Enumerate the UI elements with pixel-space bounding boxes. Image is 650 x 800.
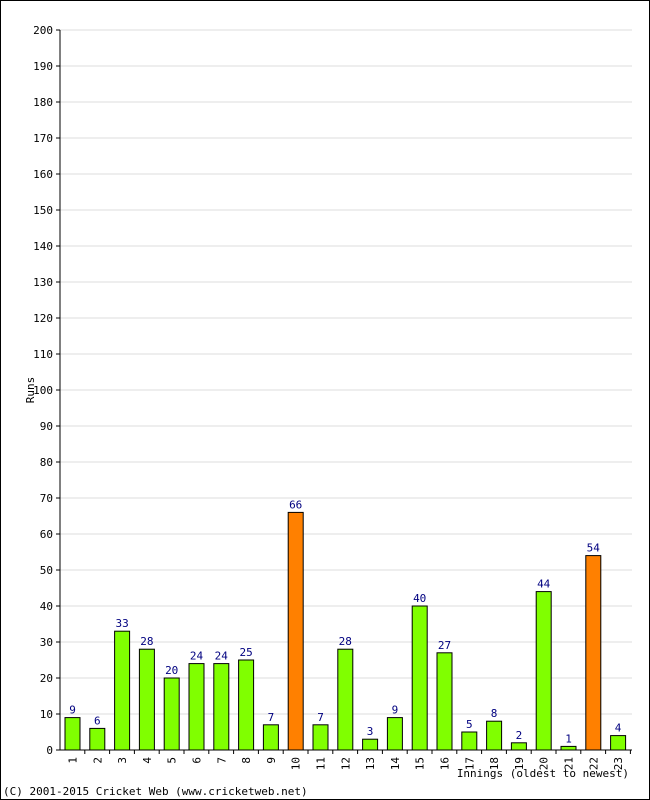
x-tick-label: 22 <box>587 757 600 770</box>
bar-innings-11 <box>312 724 329 751</box>
y-tick-label: 20 <box>40 672 53 685</box>
y-tick-label: 50 <box>40 564 53 577</box>
bar-innings-9 <box>262 724 279 751</box>
x-tick-label: 13 <box>364 757 377 770</box>
x-tick-label: 5 <box>166 757 179 764</box>
x-tick-label: 17 <box>463 757 476 770</box>
bar-innings-6 <box>188 663 205 751</box>
y-tick-label: 110 <box>33 348 53 361</box>
y-tick-label: 170 <box>33 132 53 145</box>
bar-innings-4 <box>138 648 155 751</box>
value-label: 24 <box>215 650 229 663</box>
x-axis-label: Innings (oldest to newest) <box>457 767 629 780</box>
value-label: 6 <box>94 714 101 727</box>
value-label: 4 <box>615 722 622 735</box>
value-label: 8 <box>491 707 498 720</box>
y-tick-label: 190 <box>33 60 53 73</box>
bar-innings-1 <box>64 717 81 751</box>
x-tick-label: 18 <box>488 757 501 770</box>
bar-innings-12 <box>337 648 354 751</box>
x-tick-label: 2 <box>91 757 104 764</box>
x-tick-label: 7 <box>215 757 228 764</box>
bar-innings-13 <box>362 738 379 751</box>
y-tick-label: 160 <box>33 168 53 181</box>
y-axis-label: Runs <box>24 377 37 404</box>
y-tick-label: 100 <box>33 384 53 397</box>
y-tick-label: 140 <box>33 240 53 253</box>
bar-innings-21 <box>560 745 577 751</box>
value-label: 7 <box>317 711 324 724</box>
x-tick-label: 14 <box>389 757 402 771</box>
bar-innings-14 <box>386 717 403 751</box>
bar-innings-3 <box>114 630 131 751</box>
bar-innings-7 <box>213 663 230 751</box>
value-label: 9 <box>69 704 76 717</box>
value-label: 28 <box>339 635 352 648</box>
value-label: 3 <box>367 725 374 738</box>
value-label: 9 <box>392 704 399 717</box>
x-tick-label: 16 <box>439 757 452 770</box>
x-tick-label: 3 <box>116 757 129 764</box>
y-tick-labels: 0 10 20 30 40 50 60 70 80 90 100 110 120 130 140 150 160… <box>33 24 60 757</box>
value-label: 28 <box>140 635 153 648</box>
x-tick-label: 4 <box>141 757 154 764</box>
value-label: 24 <box>190 650 204 663</box>
bar-innings-16 <box>436 652 453 751</box>
x-tick-label: 8 <box>240 757 253 764</box>
value-label: 44 <box>537 578 551 591</box>
x-tick-label: 1 <box>67 757 80 764</box>
bar-innings-23 <box>610 735 627 751</box>
x-tick-label: 12 <box>339 757 352 770</box>
value-labels: 9 6 33 28 20 24 24 25 7 66 7 28 3 9 40 27 5 8 2 44 1 54 4 <box>69 498 622 745</box>
y-tick-label: 200 <box>33 24 53 37</box>
value-label: 1 <box>565 732 572 745</box>
bar-innings-19 <box>510 742 527 751</box>
value-label: 5 <box>466 718 473 731</box>
bar-innings-8 <box>238 659 255 751</box>
y-tick-label: 150 <box>33 204 53 217</box>
y-tick-label: 30 <box>40 636 53 649</box>
x-tick-label: 15 <box>414 757 427 770</box>
x-tick-label: 6 <box>191 757 204 764</box>
y-tick-label: 120 <box>33 312 53 325</box>
bar-innings-15 <box>411 605 428 751</box>
x-tick-label: 10 <box>290 757 303 770</box>
x-tick-label: 19 <box>513 757 526 770</box>
y-tick-label: 10 <box>40 708 53 721</box>
bar-innings-5 <box>163 677 180 751</box>
value-label: 33 <box>115 617 128 630</box>
x-tick-label: 21 <box>563 757 576 770</box>
x-tick-label: 20 <box>538 757 551 770</box>
value-label: 2 <box>516 729 523 742</box>
y-tick-label: 130 <box>33 276 53 289</box>
y-tick-label: 80 <box>40 456 53 469</box>
bar-innings-22 <box>585 555 602 751</box>
value-label: 40 <box>413 592 426 605</box>
value-label: 25 <box>239 646 252 659</box>
value-label: 20 <box>165 664 178 677</box>
bar-innings-10 <box>287 511 304 751</box>
value-label: 27 <box>438 639 451 652</box>
value-label: 7 <box>268 711 275 724</box>
x-tick-label: 23 <box>612 757 625 770</box>
y-tick-label: 60 <box>40 528 53 541</box>
value-label: 66 <box>289 498 302 511</box>
copyright-text: (C) 2001-2015 Cricket Web (www.cricketwe… <box>3 785 308 798</box>
bar-innings-18 <box>486 720 503 751</box>
y-tick-label: 180 <box>33 96 53 109</box>
y-tick-label: 90 <box>40 420 53 433</box>
value-label: 54 <box>587 542 601 555</box>
bars <box>64 511 627 751</box>
bar-innings-2 <box>89 727 106 751</box>
x-tick-label: 11 <box>315 757 328 770</box>
y-tick-label: 70 <box>40 492 53 505</box>
bar-innings-20 <box>535 591 552 751</box>
x-tick-labels: 1 2 3 4 5 6 7 8 9 10 11 12 13 14 15 16 17 18 19 20 21 22 23 <box>67 750 631 770</box>
y-tick-label: 40 <box>40 600 53 613</box>
y-tick-label: 0 <box>46 744 53 757</box>
x-tick-label: 9 <box>265 757 278 764</box>
bar-innings-17 <box>461 731 478 751</box>
